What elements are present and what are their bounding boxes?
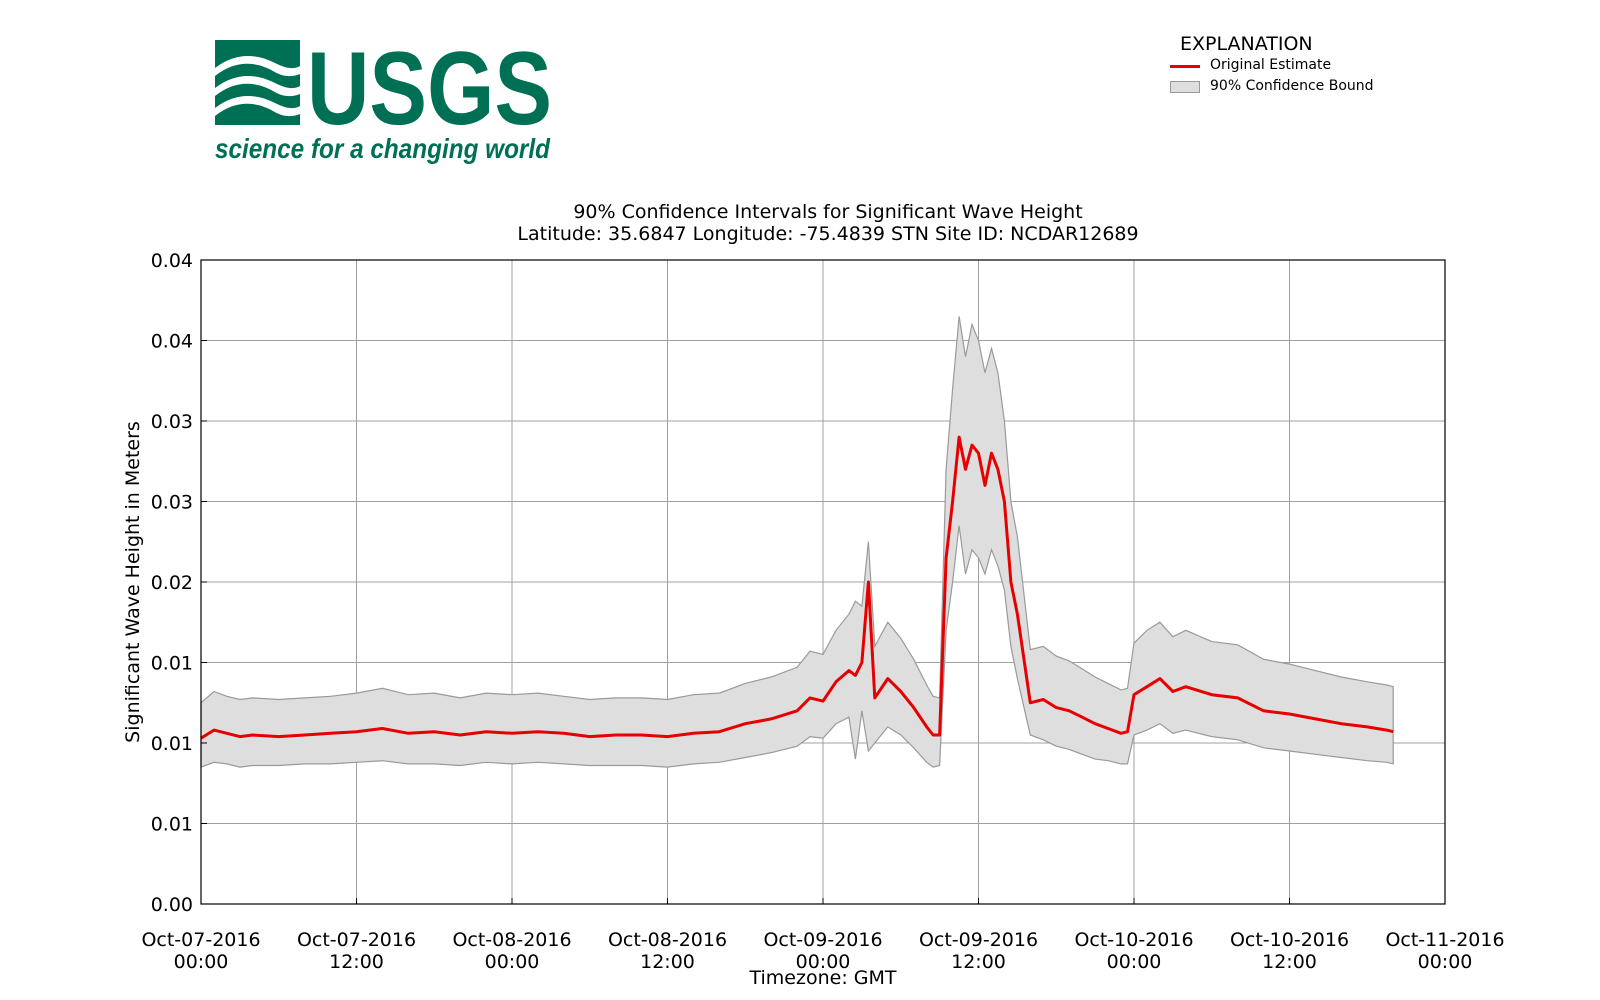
x-tick-label-date: Oct-08-2016 (452, 929, 571, 951)
legend-label-estimate: Original Estimate (1210, 57, 1332, 73)
y-tick-label: 0.02 (151, 572, 193, 594)
x-tick-label-time: 12:00 (640, 951, 695, 973)
y-tick-label: 0.01 (151, 814, 193, 836)
x-tick-label-date: Oct-10-2016 (1230, 929, 1349, 951)
x-tick-label-date: Oct-09-2016 (919, 929, 1038, 951)
x-tick-label-date: Oct-07-2016 (141, 929, 260, 951)
x-tick-label-time: 00:00 (1418, 951, 1473, 973)
x-tick-label-date: Oct-11-2016 (1385, 929, 1504, 951)
estimate-series-line (200, 435, 1394, 740)
usgs-wordmark: USGS (307, 38, 552, 147)
usgs-tagline: science for a changing world (215, 133, 551, 164)
legend: EXPLANATION Original Estimate 90% Confid… (1170, 33, 1430, 113)
grid (200, 259, 1446, 905)
y-tick-label: 0.01 (151, 733, 193, 755)
y-tick-label: 0.00 (151, 894, 193, 916)
y-axis-ticks: 0.00 0.01 0.01 0.01 0.02 0.03 0.03 0.04 0.04 (151, 250, 207, 916)
confidence-band-area (200, 316, 1394, 768)
x-tick-label-time: 00:00 (796, 951, 851, 973)
legend-swatch-bound (1170, 81, 1200, 93)
estimate-line (200, 435, 1394, 740)
legend-title: EXPLANATION (1180, 33, 1313, 55)
x-tick-label-time: 12:00 (951, 951, 1006, 973)
y-tick-label: 0.01 (151, 653, 193, 675)
x-tick-label-time: 12:00 (329, 951, 384, 973)
chart-title: 90% Confidence Intervals for Significant… (573, 201, 1082, 223)
x-tick-label-date: Oct-09-2016 (763, 929, 882, 951)
usgs-logo: USGS science for a changing world (215, 38, 552, 164)
x-tick-label-time: 00:00 (174, 951, 229, 973)
y-tick-label: 0.03 (151, 492, 193, 514)
y-tick-label: 0.03 (151, 411, 193, 433)
x-tick-label-date: Oct-07-2016 (297, 929, 416, 951)
x-axis-ticks: Oct-07-201600:00Oct-07-201612:00Oct-08-2… (141, 898, 1505, 973)
y-tick-label: 0.04 (151, 250, 193, 272)
usgs-wave-icon (215, 40, 300, 125)
x-tick-label-time: 00:00 (1107, 951, 1162, 973)
chart-subtitle: Latitude: 35.6847 Longitude: -75.4839 ST… (517, 223, 1138, 245)
x-tick-label-date: Oct-10-2016 (1074, 929, 1193, 951)
y-axis-label: Significant Wave Height in Meters (122, 421, 144, 743)
x-tick-label-time: 12:00 (1262, 951, 1317, 973)
confidence-band (200, 316, 1394, 768)
legend-swatch-estimate (1170, 65, 1200, 68)
legend-label-bound: 90% Confidence Bound (1210, 78, 1374, 94)
wave-height-chart: 90% Confidence Intervals for Significant… (122, 201, 1505, 989)
x-axis-label: Timezone: GMT (749, 967, 897, 989)
x-tick-label-time: 00:00 (485, 951, 540, 973)
x-tick-label-date: Oct-08-2016 (608, 929, 727, 951)
y-tick-label: 0.04 (151, 331, 193, 353)
